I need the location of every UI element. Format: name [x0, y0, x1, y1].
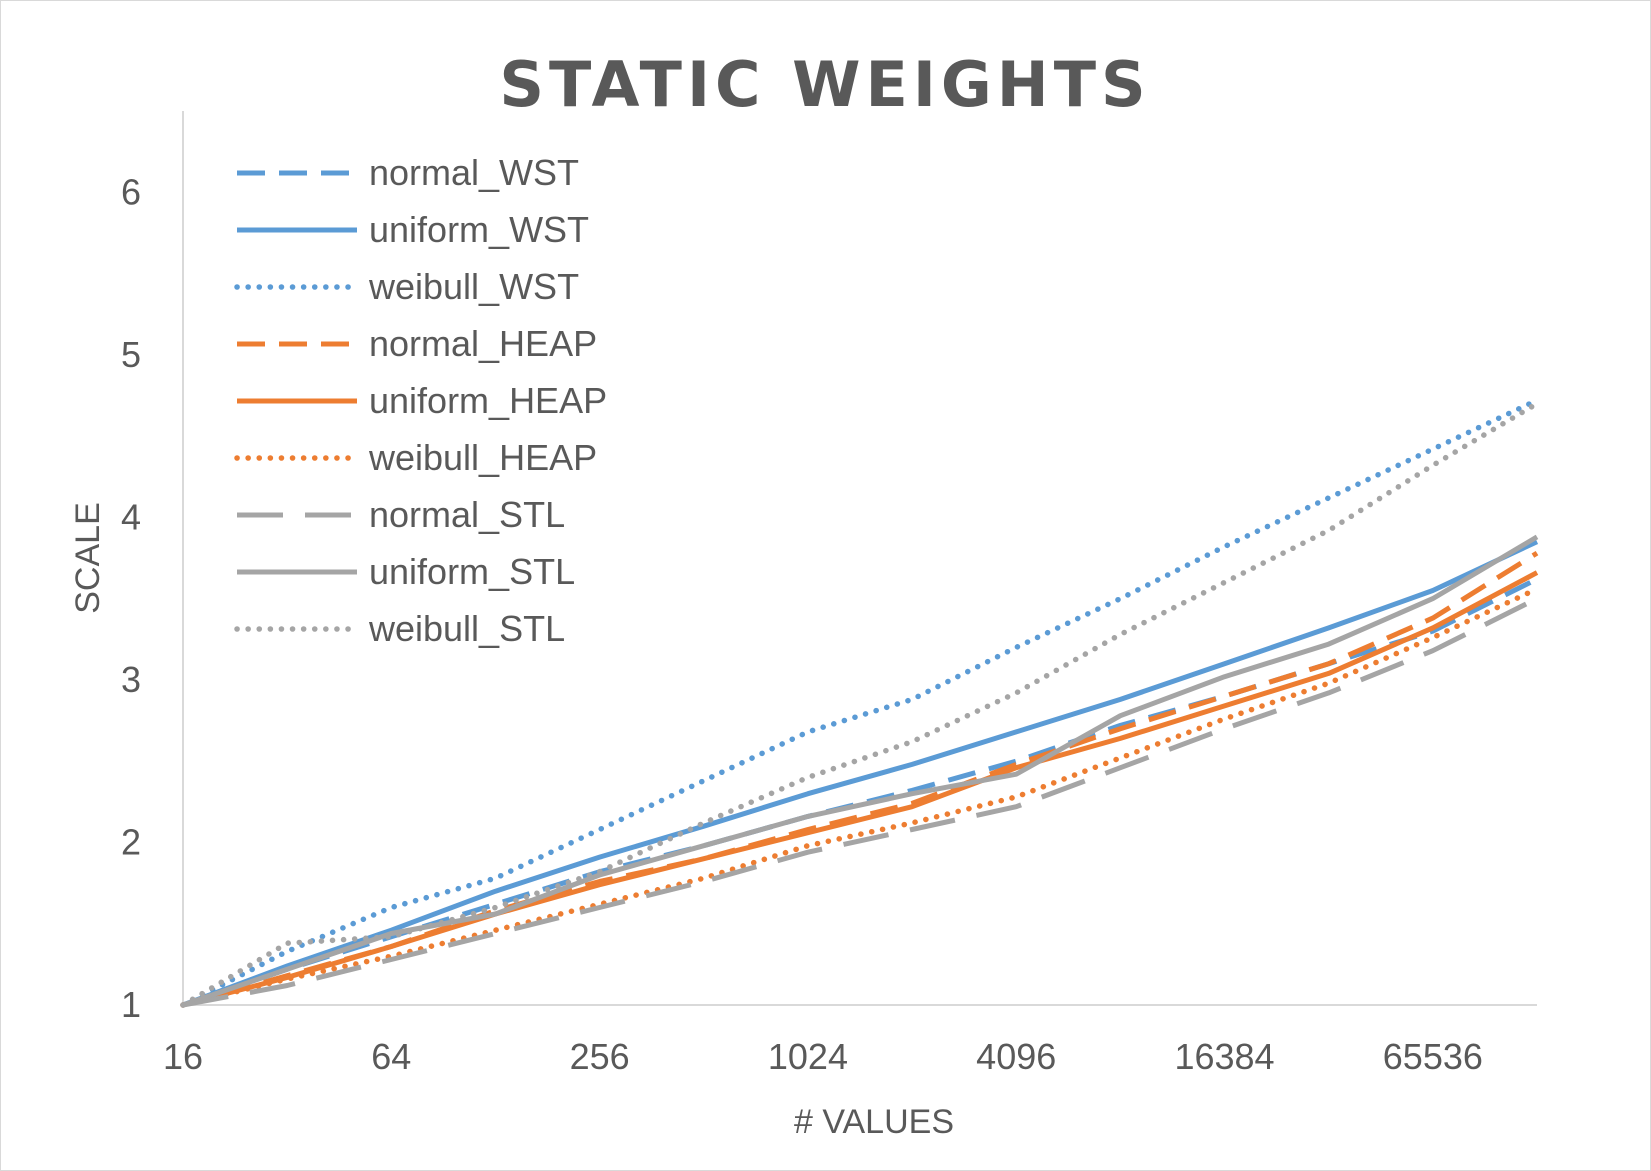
- series-line-uniform-heap: [182, 570, 1539, 1008]
- legend: normal_WST uniform_WST weibull_WST normal_H…: [234, 152, 607, 649]
- x-tick-label: 16384: [1174, 1036, 1274, 1077]
- x-tick-label: 4096: [976, 1036, 1056, 1077]
- legend-label: uniform_STL: [369, 551, 575, 592]
- legend-label: weibull_WST: [368, 266, 579, 307]
- series-line-normal-stl: [182, 596, 1539, 1008]
- y-tick-labels: 1 2 3 4 5 6: [121, 171, 141, 1025]
- y-tick-label: 3: [121, 659, 141, 700]
- series-layer: [180, 397, 1540, 1008]
- y-tick-label: 2: [121, 821, 141, 862]
- legend-label: uniform_HEAP: [369, 380, 607, 421]
- y-tick-label: 1: [121, 984, 141, 1025]
- legend-item: normal_HEAP: [237, 323, 597, 364]
- x-tick-label: 65536: [1383, 1036, 1483, 1077]
- legend-label: weibull_HEAP: [368, 437, 597, 478]
- x-tick-labels: 16 64 256 1024 4096 16384 65536: [163, 1036, 1483, 1077]
- x-axis-title: # VALUES: [794, 1103, 954, 1141]
- y-tick-label: 4: [121, 496, 141, 537]
- legend-label: normal_WST: [369, 152, 579, 193]
- legend-label: normal_HEAP: [369, 323, 597, 364]
- legend-item: uniform_STL: [237, 551, 575, 592]
- x-tick-label: 1024: [768, 1036, 848, 1077]
- legend-label: normal_STL: [369, 494, 565, 535]
- legend-item: normal_STL: [237, 494, 565, 535]
- legend-item: normal_WST: [237, 152, 579, 193]
- y-tick-label: 6: [121, 171, 141, 212]
- legend-item: uniform_WST: [237, 209, 589, 250]
- legend-item: weibull_HEAP: [234, 437, 597, 478]
- chart-title: STATIC WEIGHTS: [499, 48, 1150, 121]
- series-line-uniform-wst: [182, 539, 1539, 1008]
- series-line-weibull-stl: [180, 400, 1540, 1008]
- series-line-weibull-heap: [180, 586, 1540, 1008]
- legend-item: weibull_STL: [234, 608, 565, 649]
- legend-label: uniform_WST: [369, 209, 589, 250]
- y-axis-title: SCALE: [69, 502, 107, 614]
- y-tick-label: 5: [121, 334, 141, 375]
- legend-item: uniform_HEAP: [237, 380, 607, 421]
- legend-label: weibull_STL: [368, 608, 565, 649]
- x-tick-label: 16: [163, 1036, 203, 1077]
- series-line-weibull-wst: [180, 397, 1540, 1008]
- x-tick-label: 256: [570, 1036, 630, 1077]
- legend-item: weibull_WST: [234, 266, 579, 307]
- x-tick-label: 64: [371, 1036, 411, 1077]
